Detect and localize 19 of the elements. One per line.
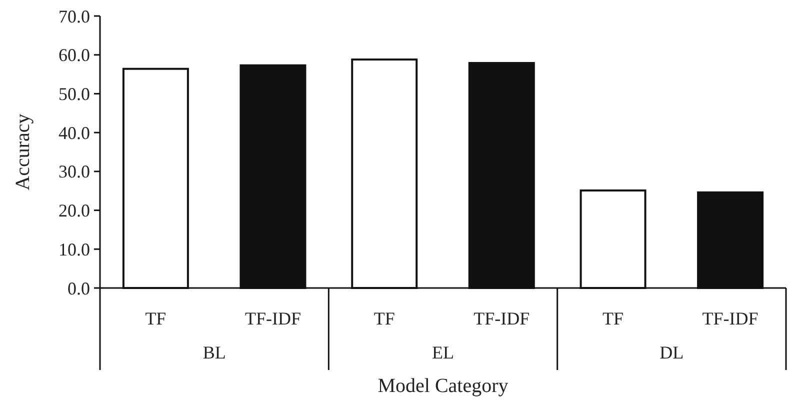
y-tick-label: 40.0 — [58, 122, 90, 143]
text: TF — [602, 308, 624, 328]
y-tick-label: 20.0 — [58, 200, 90, 221]
y-tick-label: 10.0 — [58, 239, 90, 260]
x-tick-label: EL — [432, 342, 454, 362]
x-tick-label: DL — [660, 342, 684, 362]
text: TF-IDF — [474, 308, 530, 328]
y-tick-label: 70.0 — [58, 6, 90, 26]
series-label: TF-IDF — [244, 308, 301, 328]
series-label: TF — [145, 308, 166, 328]
y-axis-title: Accuracy — [12, 114, 34, 190]
x-tick-label: BL — [202, 342, 226, 362]
x-axis-title: Model Category — [378, 375, 508, 397]
text: TF-IDF — [702, 308, 758, 328]
y-tick-label: 50.0 — [58, 84, 90, 104]
y-tick-label: 60.0 — [58, 45, 90, 66]
y-tick-label: 30.0 — [58, 162, 90, 182]
text: TF — [374, 308, 395, 328]
y-tick-label: 0.0 — [68, 278, 90, 298]
